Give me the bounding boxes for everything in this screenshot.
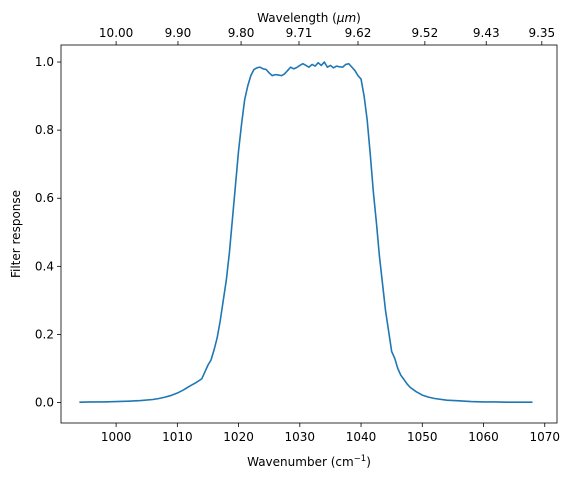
top-x-axis-title: Wavelength (μm) (257, 11, 361, 25)
x-tick-label: 1040 (346, 430, 377, 444)
x-tick-label: 1070 (529, 430, 560, 444)
top-x-tick-label: 9.62 (345, 26, 372, 40)
y-axis-title: Filter response (9, 190, 23, 278)
x-tick-label: 1010 (162, 430, 193, 444)
top-x-tick-label: 9.90 (165, 26, 192, 40)
y-tick-label: 0.6 (35, 191, 54, 205)
x-tick-label: 1020 (223, 430, 254, 444)
y-tick-label: 0.0 (35, 396, 54, 410)
top-x-tick-label: 9.71 (286, 26, 313, 40)
top-x-tick-label: 9.43 (473, 26, 500, 40)
y-axis: 0.0 0.2 0.4 0.6 0.8 1.0 (35, 55, 61, 410)
bottom-x-axis: 1000 1010 1020 1030 1040 1050 1060 1070 (101, 423, 560, 444)
top-x-tick-label: 9.35 (528, 26, 555, 40)
x-axis-title: Wavenumber (cm−1) (247, 454, 371, 469)
plot-area (60, 44, 558, 424)
x-tick-label: 1000 (101, 430, 132, 444)
top-x-tick-label: 10.00 (99, 26, 133, 40)
x-tick-label: 1060 (468, 430, 499, 444)
x-tick-label: 1030 (285, 430, 316, 444)
y-tick-label: 0.8 (35, 123, 54, 137)
y-tick-label: 1.0 (35, 55, 54, 69)
top-x-tick-label: 9.80 (228, 26, 255, 40)
top-x-axis: 10.00 9.90 9.80 9.71 9.62 9.52 9.43 9.35 (99, 26, 555, 45)
y-tick-label: 0.2 (35, 327, 54, 341)
top-x-tick-label: 9.52 (411, 26, 438, 40)
y-tick-label: 0.4 (35, 259, 54, 273)
x-tick-label: 1050 (407, 430, 438, 444)
series-line-filter-response (79, 61, 533, 404)
